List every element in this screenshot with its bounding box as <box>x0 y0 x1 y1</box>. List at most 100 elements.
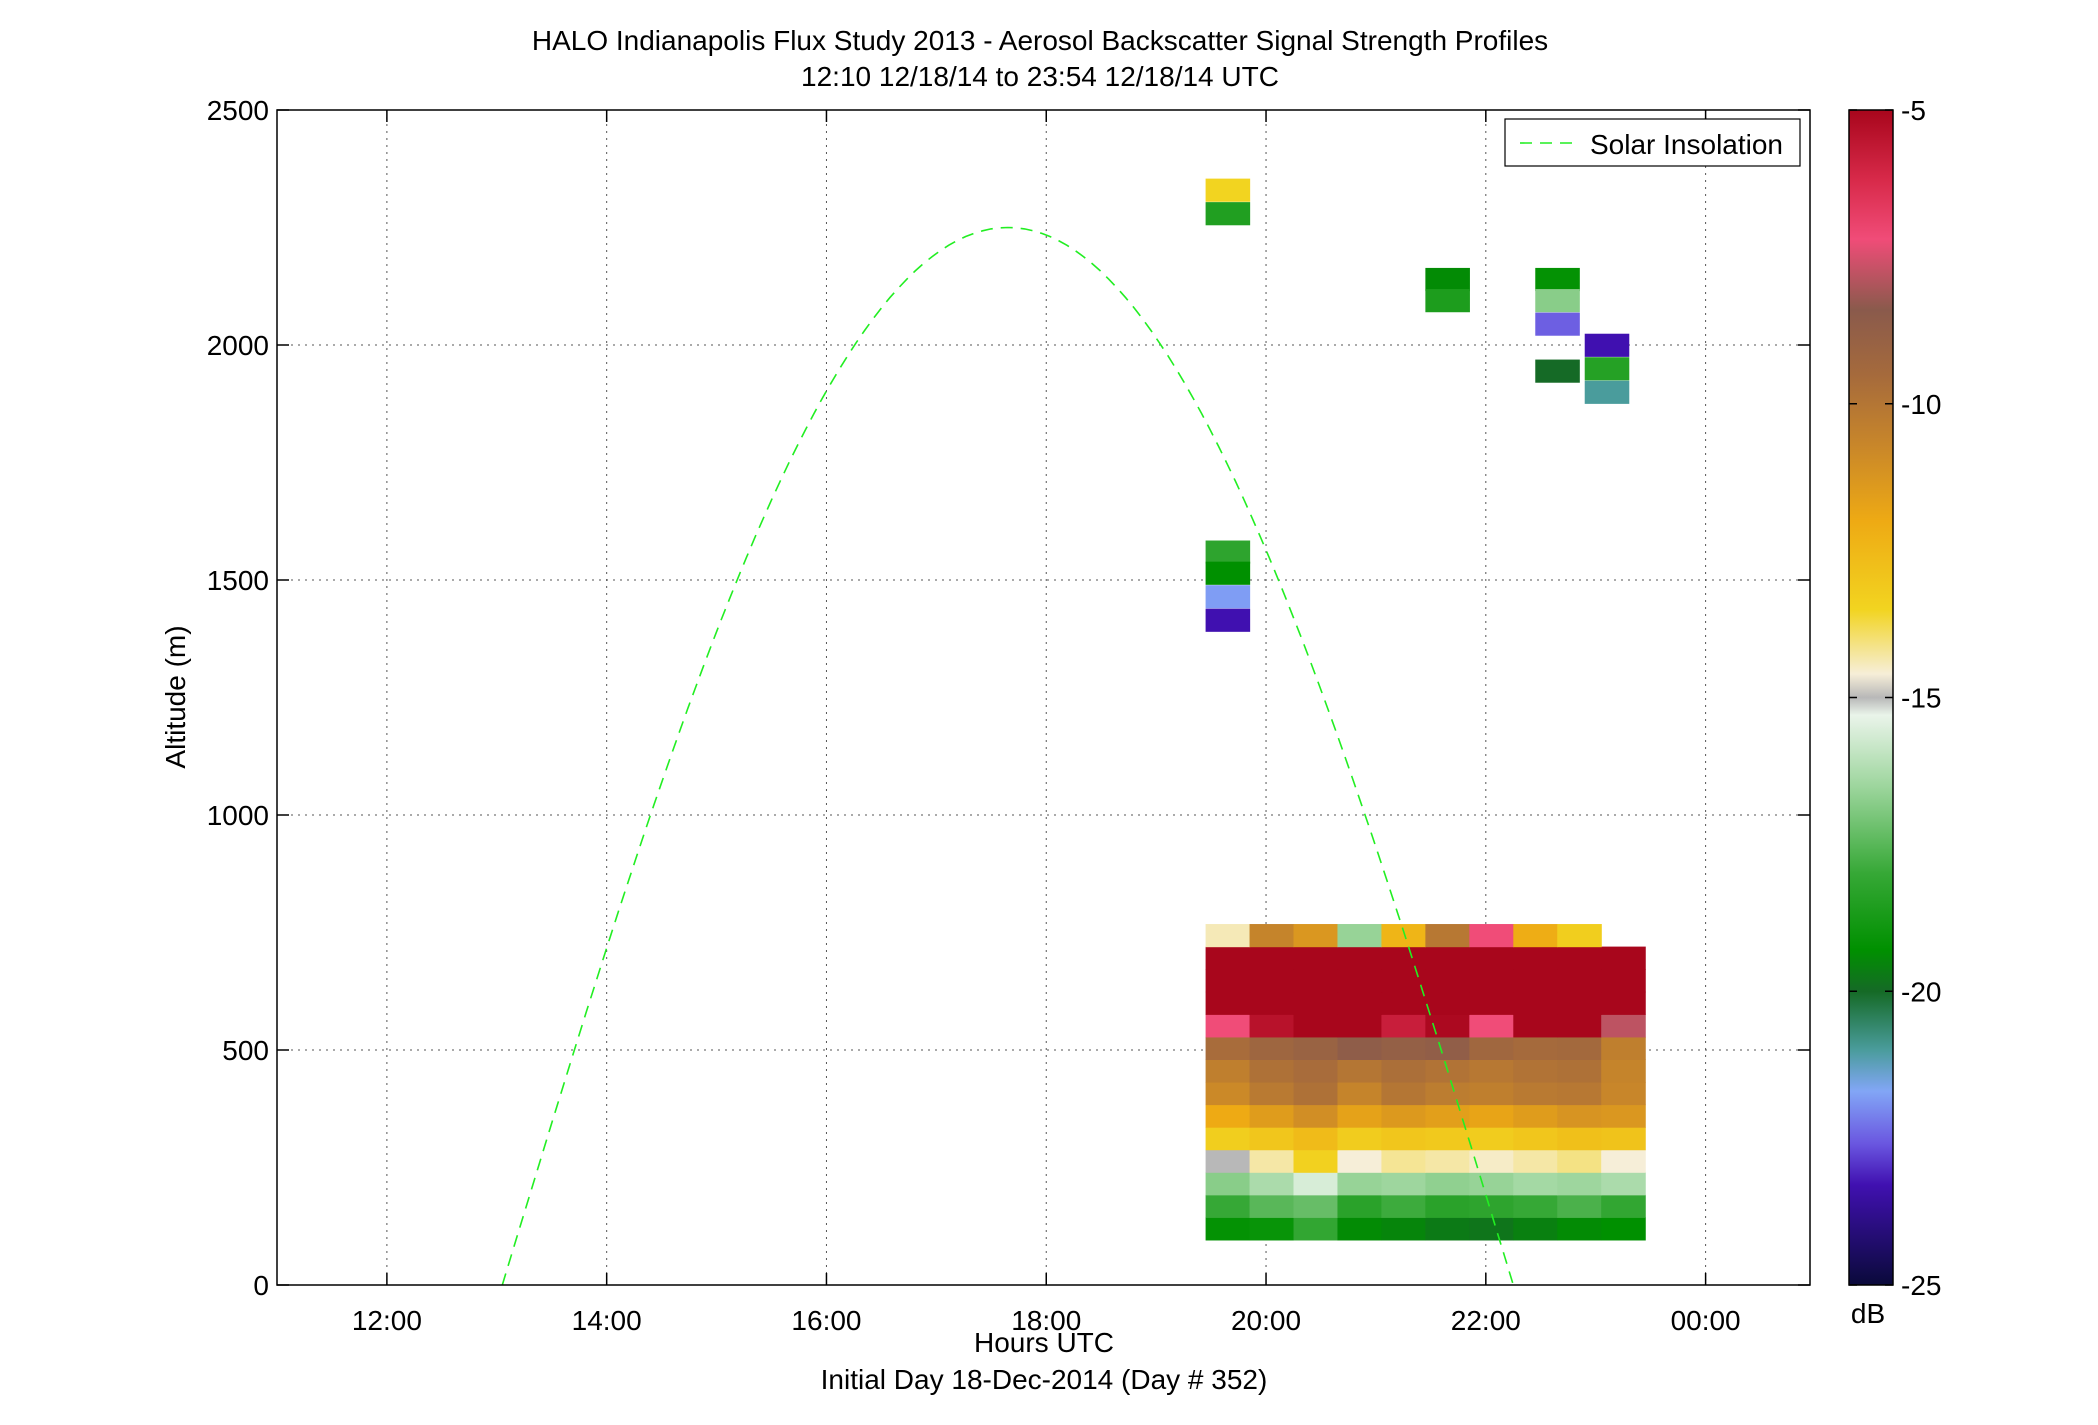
x-tick-label: 18:00 <box>1011 1305 1081 1336</box>
heatmap-cell <box>1293 1149 1339 1173</box>
heatmap-cell <box>1337 924 1383 948</box>
heatmap-cell <box>1293 1104 1339 1128</box>
heatmap-cell <box>1425 969 1470 993</box>
y-tick-label: 1000 <box>207 800 269 831</box>
heatmap-cell <box>1513 1149 1558 1173</box>
heatmap-cell <box>1337 969 1383 993</box>
heatmap-cell <box>1425 1217 1470 1241</box>
heatmap-cell <box>1337 1036 1383 1060</box>
heatmap-cell <box>1337 1059 1383 1083</box>
heatmap-cell <box>1557 1149 1602 1173</box>
heatmap-cell <box>1601 1127 1646 1151</box>
heatmap-cell <box>1381 1081 1426 1106</box>
heatmap-cell <box>1425 1194 1470 1218</box>
heatmap-cell <box>1381 991 1426 1015</box>
heatmap-cell <box>1205 924 1251 948</box>
heatmap-cell <box>1381 946 1426 970</box>
heatmap-cell <box>1293 1036 1339 1060</box>
heatmap-cell <box>1535 312 1580 336</box>
heatmap-cell <box>1337 1217 1383 1241</box>
heatmap-cell <box>1249 969 1295 993</box>
heatmap-cell <box>1249 991 1295 1015</box>
heatmap-cell <box>1425 1127 1470 1151</box>
colorbar-tick-label: -10 <box>1901 389 1941 420</box>
heatmap-cell <box>1513 946 1558 970</box>
heatmap-cell <box>1513 1104 1558 1128</box>
heatmap-cell <box>1513 1081 1558 1106</box>
heatmap-cell <box>1601 969 1646 993</box>
heatmap-cell <box>1469 1172 1514 1196</box>
heatmap-cell <box>1425 924 1470 948</box>
heatmap-cell <box>1425 1104 1470 1128</box>
heatmap-cell <box>1205 585 1251 609</box>
heatmap-cell <box>1337 1081 1383 1106</box>
heatmap-cell <box>1601 1036 1646 1060</box>
heatmap-cell <box>1557 1104 1602 1128</box>
heatmap-cell <box>1557 1036 1602 1060</box>
y-tick-label: 2000 <box>207 330 269 361</box>
heatmap-cell <box>1381 1014 1426 1038</box>
heatmap-cell <box>1469 1036 1514 1060</box>
plot-frame <box>276 109 1811 1286</box>
heatmap-cell <box>1513 1217 1558 1241</box>
heatmap-cell <box>1601 1081 1646 1106</box>
chart-title: HALO Indianapolis Flux Study 2013 - Aero… <box>532 25 1548 56</box>
heatmap-cell <box>1425 1172 1470 1196</box>
heatmap-cell <box>1249 924 1295 948</box>
heatmap-cell <box>1293 1014 1339 1038</box>
x-tick-label: 20:00 <box>1231 1305 1301 1336</box>
chart-subtitle: 12:10 12/18/14 to 23:54 12/18/14 UTC <box>801 61 1279 92</box>
x-axis-label: Hours UTC <box>974 1327 1114 1358</box>
heatmap-cell <box>1513 1059 1558 1083</box>
heatmap-cell <box>1205 202 1251 226</box>
heatmap-cell <box>1249 1194 1295 1218</box>
heatmap-cell <box>1249 1172 1295 1196</box>
heatmap-cell <box>1337 946 1383 970</box>
heatmap-cell <box>1249 946 1295 970</box>
heatmap-cell <box>1293 946 1339 970</box>
heatmap-cell <box>1557 1194 1602 1218</box>
heatmap-cell <box>1381 969 1426 993</box>
heatmap-cell <box>1293 1172 1339 1196</box>
heatmap-cell <box>1337 991 1383 1015</box>
heatmap-cell <box>1469 1104 1514 1128</box>
heatmap-cell <box>1469 1127 1514 1151</box>
heatmap-cell <box>1601 1172 1646 1196</box>
heatmap-cell <box>1601 1014 1646 1038</box>
heatmap-cell <box>1469 1149 1514 1173</box>
heatmap-cell <box>1337 1014 1383 1038</box>
heatmap-cell <box>1425 289 1470 313</box>
heatmap-cell <box>1381 1059 1426 1083</box>
heatmap-cell <box>1205 178 1251 202</box>
heatmap-cell <box>1601 1059 1646 1083</box>
colorbar-unit: dB <box>1851 1298 1885 1329</box>
heatmap-cell <box>1205 1217 1251 1241</box>
heatmap-cell <box>1513 1014 1558 1038</box>
heatmap-cell <box>1381 1036 1426 1060</box>
heatmap-cell <box>1205 561 1251 585</box>
heatmap-cell <box>1337 1194 1383 1218</box>
heatmap-cell <box>1205 969 1251 993</box>
heatmap-cell <box>1249 1059 1295 1083</box>
heatmap-cell <box>1601 1194 1646 1218</box>
heatmap-cell <box>1205 1194 1251 1218</box>
heatmap-cell <box>1205 1036 1251 1060</box>
x-tick-label: 14:00 <box>572 1305 642 1336</box>
heatmap-cell <box>1205 1104 1251 1128</box>
heatmap-cell <box>1469 991 1514 1015</box>
y-tick-label: 0 <box>253 1270 269 1301</box>
heatmap-cell <box>1601 946 1646 970</box>
heatmap-cell <box>1469 1059 1514 1083</box>
heatmap-cells <box>1205 178 1646 1241</box>
x-axis: 12:00 14:00 16:00 18:00 20:00 22:00 00:00 <box>352 110 1741 1336</box>
heatmap-cell <box>1469 1081 1514 1106</box>
heatmap-cell <box>1513 1172 1558 1196</box>
heatmap-cell <box>1293 991 1339 1015</box>
colorbar-tick-label: -20 <box>1901 976 1941 1007</box>
heatmap-cell <box>1557 924 1602 948</box>
legend-label-solar-insolation: Solar Insolation <box>1590 129 1783 160</box>
legend: Solar Insolation <box>1504 118 1801 167</box>
heatmap-cell <box>1469 1194 1514 1218</box>
heatmap-cell <box>1425 991 1470 1015</box>
